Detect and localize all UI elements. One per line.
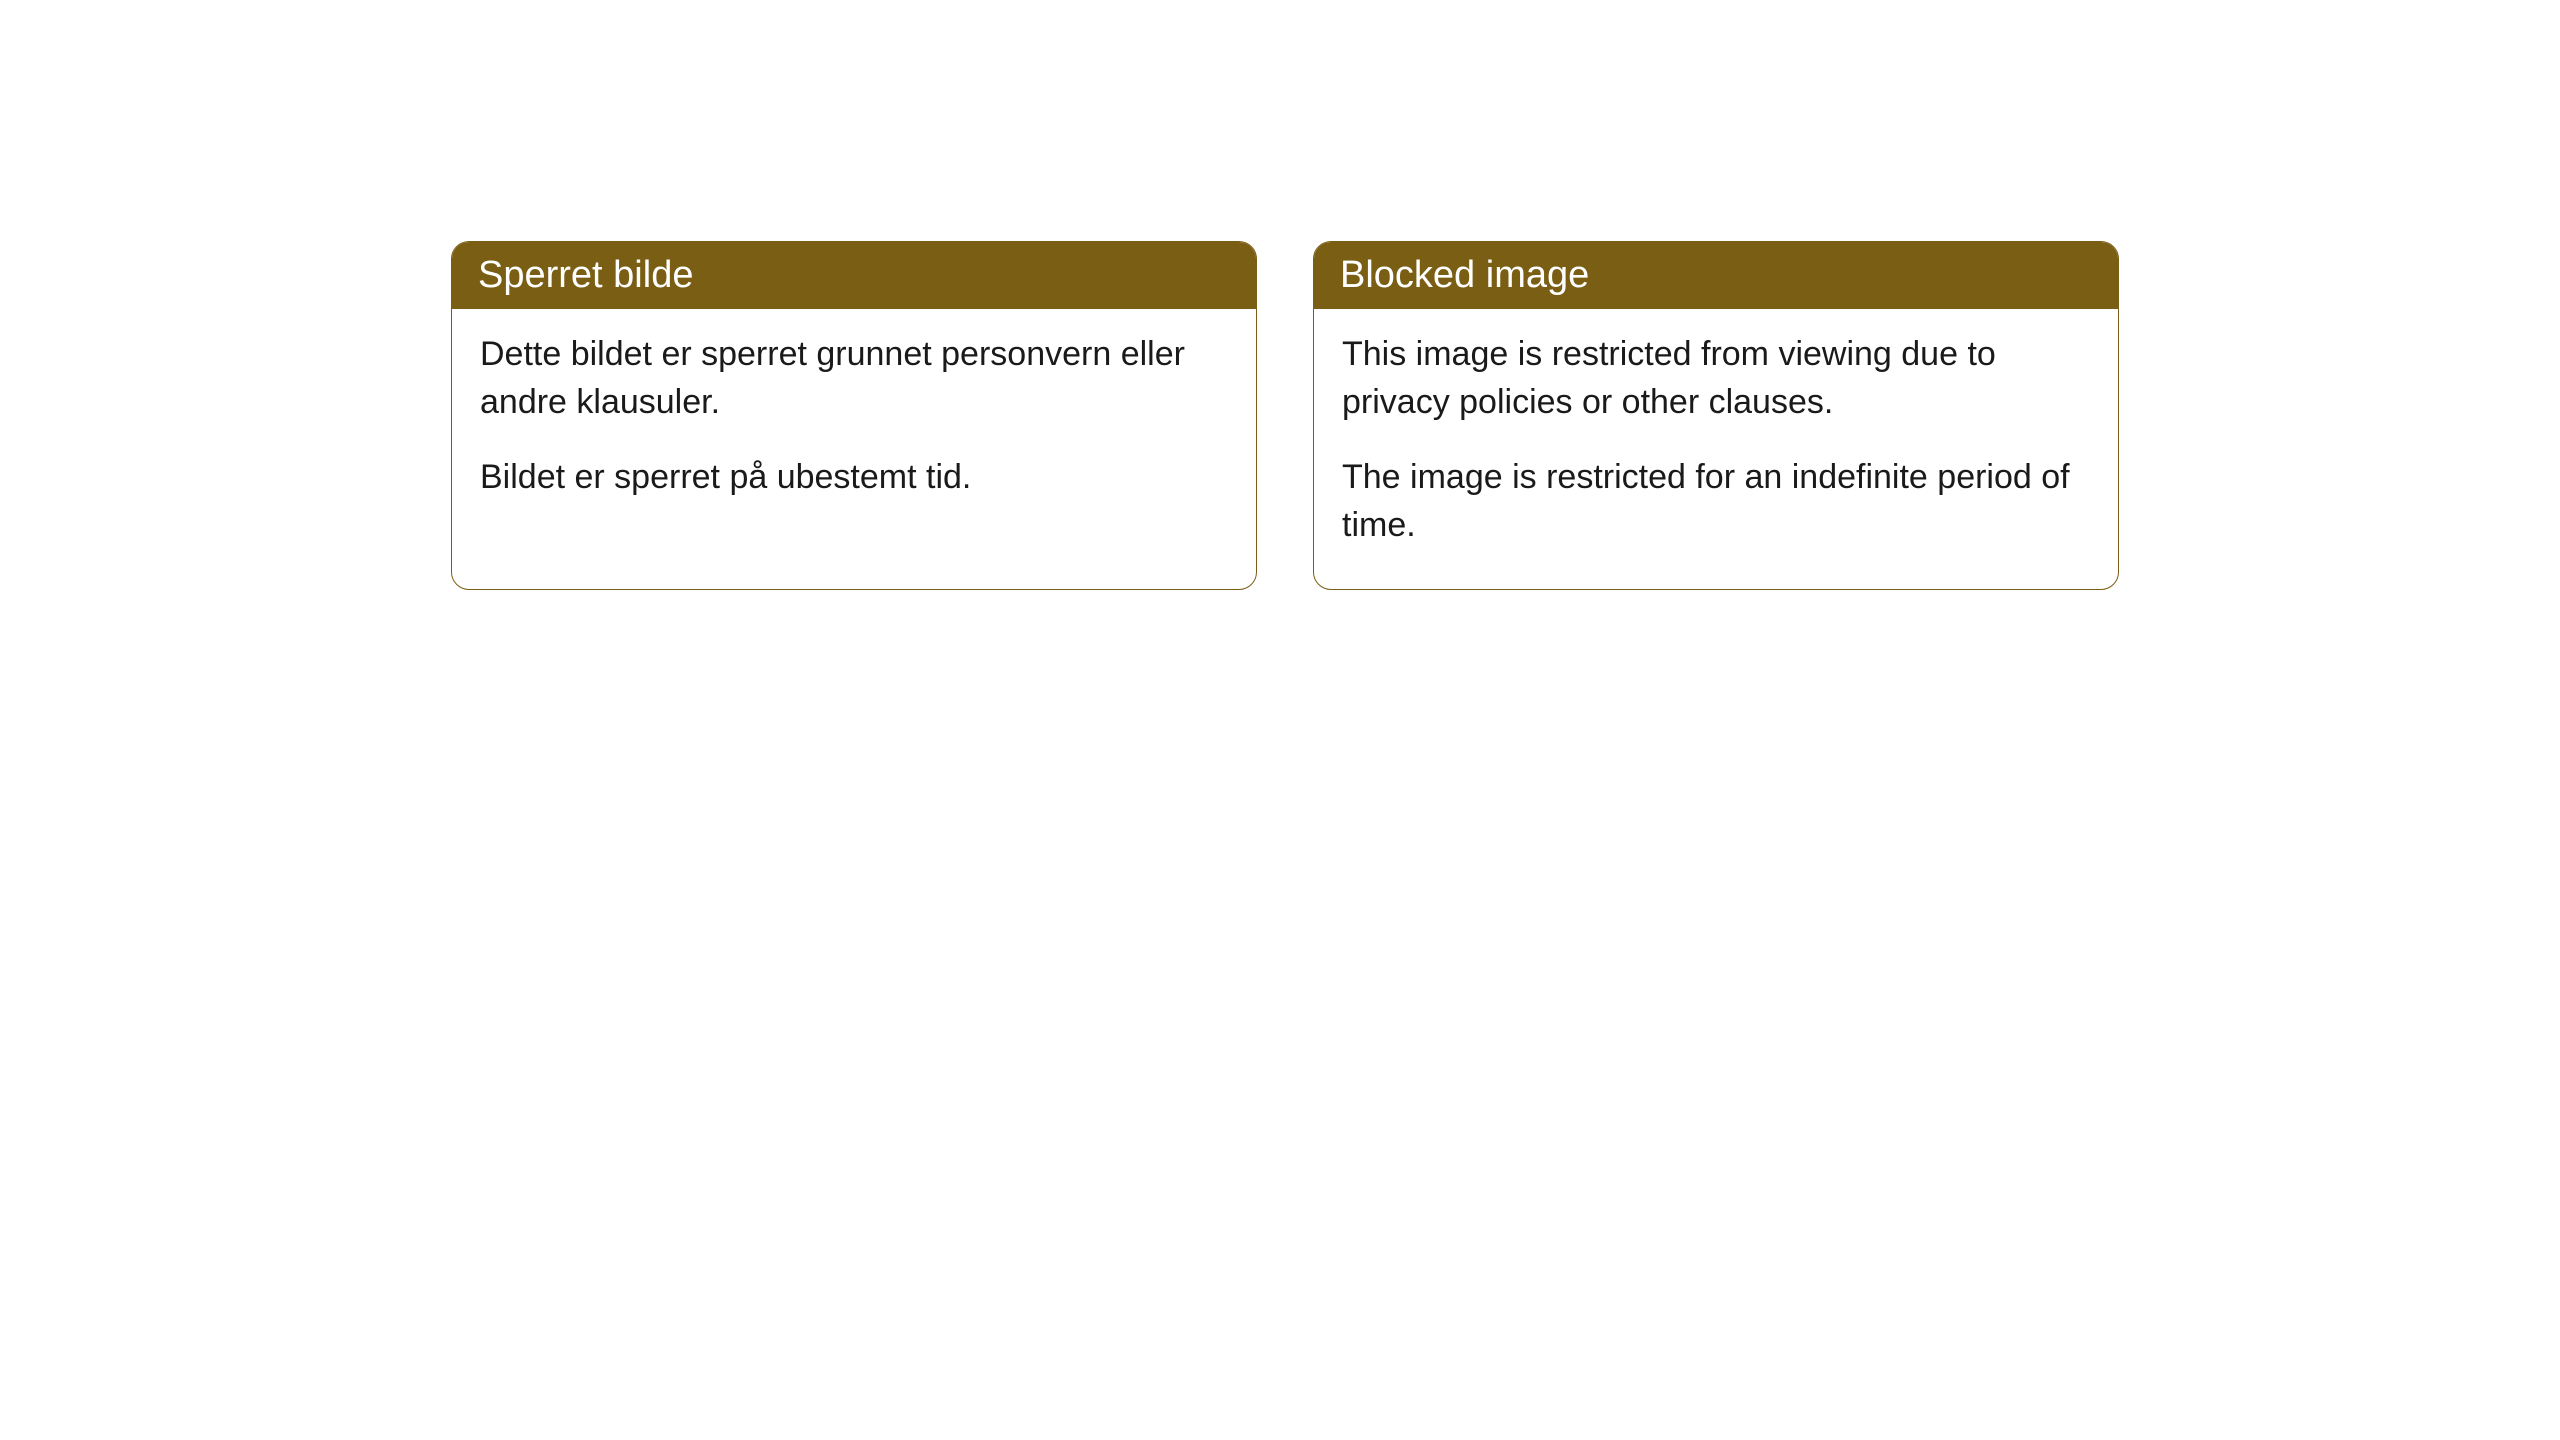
notice-paragraph-1: This image is restricted from viewing du… xyxy=(1342,331,2090,426)
card-title: Sperret bilde xyxy=(452,242,1256,309)
card-body: Dette bildet er sperret grunnet personve… xyxy=(452,309,1256,542)
notice-card-norwegian: Sperret bilde Dette bildet er sperret gr… xyxy=(451,241,1257,590)
notice-paragraph-2: The image is restricted for an indefinit… xyxy=(1342,454,2090,549)
card-body: This image is restricted from viewing du… xyxy=(1314,309,2118,589)
notice-paragraph-2: Bildet er sperret på ubestemt tid. xyxy=(480,454,1228,502)
notice-card-english: Blocked image This image is restricted f… xyxy=(1313,241,2119,590)
card-title: Blocked image xyxy=(1314,242,2118,309)
notice-cards-container: Sperret bilde Dette bildet er sperret gr… xyxy=(451,241,2119,590)
notice-paragraph-1: Dette bildet er sperret grunnet personve… xyxy=(480,331,1228,426)
